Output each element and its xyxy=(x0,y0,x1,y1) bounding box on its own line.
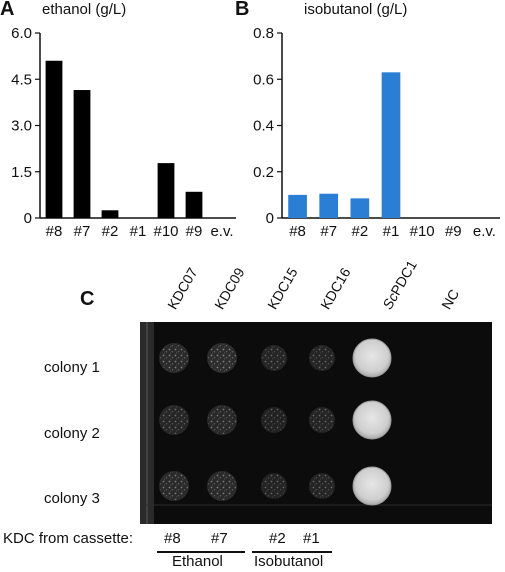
colony-spot-texture xyxy=(310,408,334,432)
chart-b-x-tick-label: #8 xyxy=(289,223,306,240)
cassette-value-3: #2 xyxy=(269,530,286,547)
colony-spot-texture xyxy=(160,344,188,372)
chart-b-y-tick-label: 0 xyxy=(266,210,274,227)
chart-b-bar xyxy=(319,193,339,218)
colony-spot-texture xyxy=(160,472,188,500)
chart-b-y-tick-label: 0.8 xyxy=(253,25,274,42)
chart-a-x-tick-label: #1 xyxy=(130,223,147,240)
chart-a-x-tick-label: #2 xyxy=(102,223,119,240)
chart-b-x-tick-label: #7 xyxy=(320,223,337,240)
colony-spot-texture xyxy=(208,472,236,500)
chart-a-bar xyxy=(45,60,63,218)
chart-a-x-tick-label: #8 xyxy=(46,223,63,240)
chart-a-y-tick-label: 1.5 xyxy=(11,164,32,181)
panel-b-letter: B xyxy=(235,0,250,20)
group-label-ethanol: Ethanol xyxy=(172,553,223,570)
panel-a-letter: A xyxy=(0,0,15,20)
chart-b-x-tick-label: #2 xyxy=(352,223,369,240)
chart-a-x-tick-label: #7 xyxy=(74,223,91,240)
chart-a-title: ethanol (g/L) xyxy=(42,1,127,18)
chart-b-x-tick-label: e.v. xyxy=(473,223,496,240)
colony-spot-texture xyxy=(262,408,286,432)
chart-b-x-tick-label: #1 xyxy=(383,223,400,240)
panel-c-letter: C xyxy=(80,288,95,310)
chart-b-x-tick-label: #9 xyxy=(445,223,462,240)
chart-a-bar xyxy=(185,191,203,218)
chart-b-y-tick-label: 0.2 xyxy=(253,164,274,181)
chart-a-y-tick-label: 6.0 xyxy=(11,25,32,42)
colony-spot-texture xyxy=(208,406,236,434)
group-label-isobutanol: Isobutanol xyxy=(254,553,324,570)
chart-a-y-tick-label: 0 xyxy=(24,210,32,227)
chart-a-y-tick-label: 3.0 xyxy=(11,118,32,135)
colony-spot xyxy=(352,466,392,506)
chart-a-bar xyxy=(73,90,91,218)
chart-b: 0.8 0.6 0.4 0.2 0 #8 #7 #2 #1 #10 #9 e.v. xyxy=(253,25,500,240)
chart-b-bar xyxy=(381,72,401,218)
colony-spot-texture xyxy=(160,406,188,434)
cassette-label: KDC from cassette: xyxy=(3,530,134,547)
chart-a-bar xyxy=(157,163,175,218)
chart-a-x-tick-label: #9 xyxy=(186,223,203,240)
row-label-colony-3: colony 3 xyxy=(44,490,100,507)
isobutanol-group-line xyxy=(252,551,332,553)
chart-a-bar xyxy=(101,210,119,218)
colony-spot-texture xyxy=(262,346,286,370)
colony-spot xyxy=(352,338,392,378)
row-label-colony-1: colony 1 xyxy=(44,359,100,376)
colony-spot xyxy=(352,400,392,440)
colony-spot-texture xyxy=(310,346,334,370)
chart-a-y-tick-label: 4.5 xyxy=(11,71,32,88)
ethanol-group-line xyxy=(157,551,245,553)
cassette-value-1: #8 xyxy=(164,530,181,547)
colony-spot-texture xyxy=(208,344,236,372)
chart-b-x-tick-label: #10 xyxy=(410,223,435,240)
colony-spot-texture xyxy=(262,474,286,498)
row-label-colony-2: colony 2 xyxy=(44,425,100,442)
cassette-value-4: #1 xyxy=(303,530,320,547)
chart-b-bar xyxy=(288,194,307,218)
chart-b-y-tick-label: 0.4 xyxy=(253,118,274,135)
chart-a-x-tick-label: e.v. xyxy=(210,223,233,240)
chart-b-title: isobutanol (g/L) xyxy=(304,1,408,18)
chart-b-y-tick-label: 0.6 xyxy=(253,71,274,88)
chart-a: 6.0 4.5 3.0 1.5 0 #8 #7 #2 #1 #10 #9 e.v. xyxy=(11,25,236,240)
chart-b-bar xyxy=(350,198,370,218)
cassette-value-2: #7 xyxy=(211,530,228,547)
colony-spot-texture xyxy=(310,474,334,498)
chart-a-x-tick-label: #10 xyxy=(153,223,178,240)
